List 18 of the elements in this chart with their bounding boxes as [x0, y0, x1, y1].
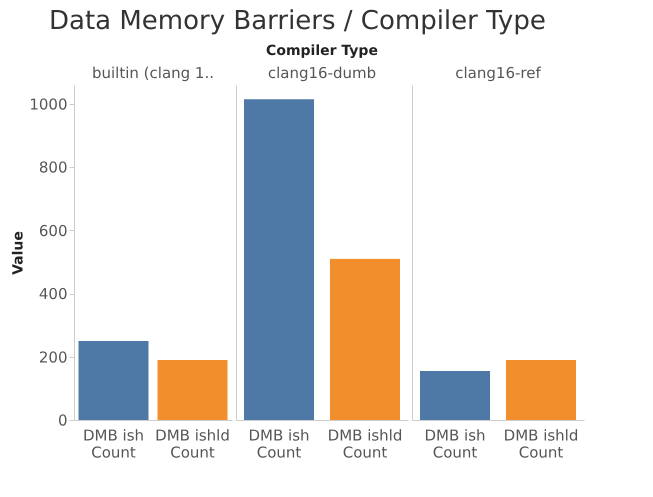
- x-axis-title: builtin (clang 1..: [92, 64, 214, 82]
- y-tick-label: 200: [38, 348, 68, 366]
- x-axis-title: clang16-dumb: [268, 64, 376, 82]
- y-axis-title: Value: [10, 231, 26, 275]
- x-tick-label: DMB ishld Count: [504, 426, 578, 462]
- x-tick-label: DMB ishld Count: [155, 426, 230, 462]
- y-tick-label: 800: [38, 158, 68, 177]
- chart-subtitle: Compiler Type: [266, 43, 378, 59]
- x-tick-label: DMB ish Count: [82, 426, 144, 462]
- text: Data Memory Barriers / Compiler Type: [49, 6, 546, 36]
- x-axis-title: clang16-ref: [455, 64, 542, 82]
- y-tick-label: 600: [38, 222, 68, 240]
- y-tick-label: 0: [58, 412, 68, 430]
- x-tick-label: DMB ish Count: [248, 426, 310, 462]
- y-tick-label: 400: [38, 285, 68, 304]
- x-tick-label: DMB ishld Count: [328, 426, 402, 462]
- x-tick-label: DMB ish Count: [424, 426, 486, 462]
- y-tick-label: 1000: [29, 95, 68, 114]
